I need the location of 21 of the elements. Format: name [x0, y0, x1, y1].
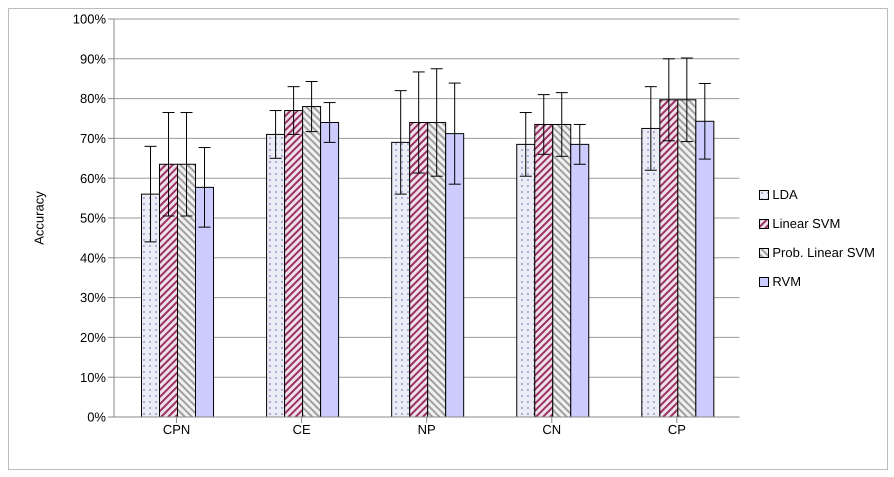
y-tick-label: 50%: [80, 210, 106, 226]
y-tick-label: 30%: [80, 290, 106, 306]
y-tick-label: 20%: [80, 330, 106, 346]
x-tick-label: NP: [418, 422, 436, 438]
y-tick-label: 0%: [87, 410, 106, 425]
y-tick-label: 70%: [80, 131, 106, 146]
y-tick-label: 80%: [80, 91, 106, 106]
x-tick-label: CPN: [162, 422, 190, 438]
legend-label: Linear SVM: [772, 216, 840, 231]
y-tick-label: 10%: [80, 370, 106, 385]
legend-label: Prob. Linear SVM: [772, 245, 875, 260]
legend-label: LDA: [772, 187, 798, 202]
y-axis-title: Accuracy: [32, 190, 47, 245]
legend-label: RVM: [772, 274, 802, 289]
x-tick-label: CP: [668, 422, 686, 438]
y-tick-label: 90%: [80, 51, 106, 66]
y-tick-label: 100%: [72, 12, 106, 27]
x-tick-label: CE: [292, 422, 311, 438]
y-tick-label: 40%: [80, 250, 106, 266]
y-tick-label: 60%: [80, 170, 106, 186]
x-tick-label: CN: [542, 422, 562, 438]
